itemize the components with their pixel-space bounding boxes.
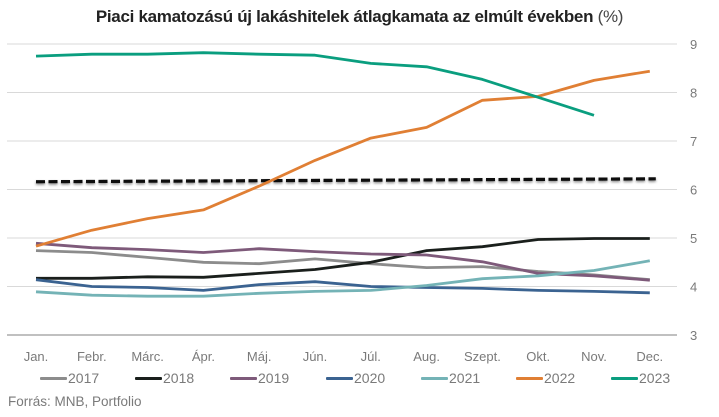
legend-swatch bbox=[326, 376, 353, 380]
legend-label: 2022 bbox=[544, 370, 576, 386]
legend-swatch bbox=[230, 376, 257, 380]
reference-dashed-line bbox=[35, 177, 656, 184]
legend-label: 2019 bbox=[258, 370, 290, 386]
legend-swatch bbox=[135, 376, 162, 380]
legend-label: 2021 bbox=[449, 370, 481, 386]
legend-item-2022: 2022 bbox=[516, 369, 575, 387]
y-tick-label: 5 bbox=[690, 231, 697, 246]
legend: 2017 2018 2019 2020 2021 2022 2023 bbox=[0, 369, 719, 387]
x-tick-label: Dec. bbox=[636, 349, 663, 364]
reference-line-group bbox=[35, 177, 656, 184]
legend-label: 2018 bbox=[163, 370, 195, 386]
series-line-2018 bbox=[36, 237, 650, 280]
x-tick-label: Júl. bbox=[361, 349, 381, 364]
legend-item-2023: 2023 bbox=[611, 369, 670, 387]
y-tick-label: 4 bbox=[690, 280, 697, 295]
legend-label: 2017 bbox=[68, 370, 100, 386]
x-tick-label: Nov. bbox=[581, 349, 607, 364]
x-tick-label: Febr. bbox=[77, 349, 107, 364]
x-tick-label: Szept. bbox=[464, 349, 501, 364]
legend-swatch bbox=[421, 376, 448, 380]
x-tick-label: Jún. bbox=[303, 349, 328, 364]
series-line-2023 bbox=[35, 51, 595, 117]
series-line-2017 bbox=[35, 249, 650, 282]
y-tick-label: 7 bbox=[690, 134, 697, 149]
y-tick-label: 8 bbox=[690, 86, 697, 101]
y-tick-label: 9 bbox=[690, 37, 697, 52]
x-axis-ticks: Jan. Febr. Márc. Ápr. Máj. Jún. Júl. Aug. Szept.… bbox=[24, 349, 663, 364]
y-tick-label: 3 bbox=[690, 328, 697, 343]
series-lines bbox=[35, 51, 651, 298]
legend-swatch bbox=[516, 376, 543, 380]
legend-swatch bbox=[611, 376, 638, 380]
y-tick-label: 6 bbox=[690, 183, 697, 198]
chart-title: Piaci kamatozású új lakáshitelek átlagka… bbox=[0, 7, 719, 27]
legend-item-2020: 2020 bbox=[326, 369, 385, 387]
x-tick-label: Márc. bbox=[131, 349, 164, 364]
legend-label: 2020 bbox=[354, 370, 386, 386]
x-tick-label: Ápr. bbox=[192, 349, 215, 364]
x-tick-label: Okt. bbox=[526, 349, 550, 364]
y-axis-ticks: 3 4 5 6 7 8 9 bbox=[690, 37, 697, 343]
x-tick-label: Jan. bbox=[24, 349, 49, 364]
source-note: Forrás: MNB, Portfolio bbox=[8, 394, 142, 409]
chart-title-unit: (%) bbox=[597, 7, 624, 26]
series-line-2021 bbox=[35, 259, 651, 298]
x-tick-label: Aug. bbox=[413, 349, 440, 364]
legend-item-2019: 2019 bbox=[230, 369, 289, 387]
legend-item-2021: 2021 bbox=[421, 369, 480, 387]
legend-item-2017: 2017 bbox=[40, 369, 99, 387]
legend-label: 2023 bbox=[639, 370, 671, 386]
series-line-2022 bbox=[35, 69, 651, 248]
legend-item-2018: 2018 bbox=[135, 369, 194, 387]
series-line-2020 bbox=[35, 278, 650, 295]
legend-swatch bbox=[40, 376, 67, 380]
chart-title-text: Piaci kamatozású új lakáshitelek átlagka… bbox=[95, 7, 594, 26]
x-tick-label: Máj. bbox=[247, 349, 272, 364]
